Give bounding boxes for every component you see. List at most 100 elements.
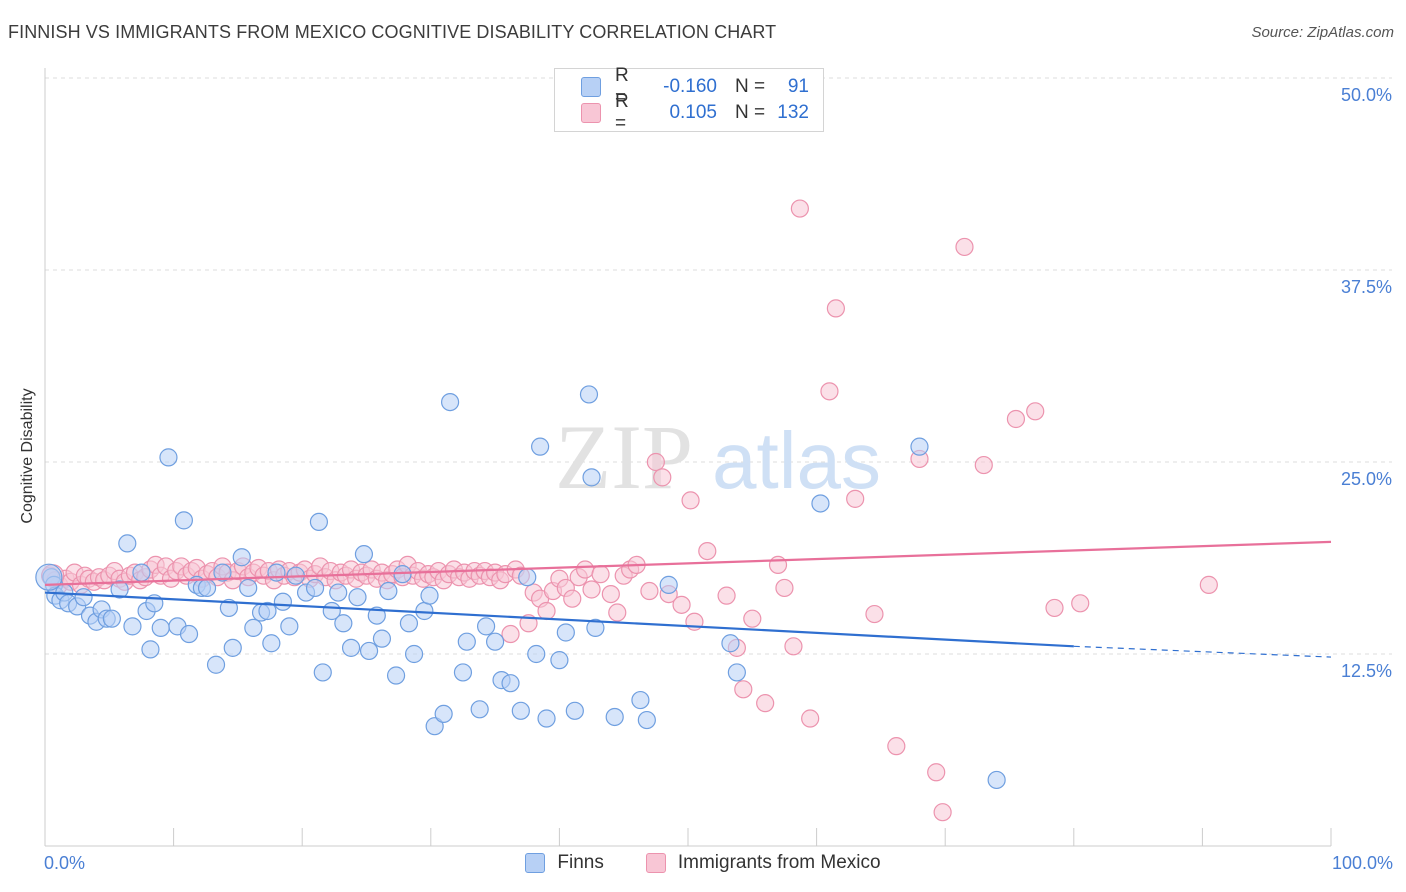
finns-point-72 <box>511 701 530 720</box>
finns-point-78 <box>556 623 575 642</box>
mexico-point-135 <box>933 803 952 822</box>
mexico-point-104 <box>591 565 610 584</box>
finns-point-90 <box>910 437 929 456</box>
finns-point-33 <box>239 578 258 598</box>
mexico-point-141 <box>1071 594 1090 613</box>
finns-point-37 <box>262 634 281 653</box>
finns-point-75 <box>531 437 550 456</box>
finns-point-29 <box>213 563 232 582</box>
finns-point-52 <box>359 641 379 661</box>
mexico-point-103 <box>582 580 601 599</box>
mexico-point-96 <box>537 601 556 621</box>
finns-point-43 <box>305 578 325 598</box>
finns-point-47 <box>329 583 348 602</box>
finns-point-30 <box>219 598 238 618</box>
mexico-point-122 <box>756 694 775 713</box>
x-tick-label-max: 100.0% <box>1332 853 1393 873</box>
legend-r-label: R = <box>615 65 629 108</box>
finns-point-56 <box>386 666 406 685</box>
mexico-point-120 <box>734 680 753 699</box>
mexico-point-136 <box>955 237 974 257</box>
legend-r-value-mexico: 0.105 <box>669 102 717 123</box>
finns-point-24 <box>179 624 199 644</box>
finns-point-origin <box>35 563 63 591</box>
finns-point-40 <box>280 617 299 636</box>
mexico-point-138 <box>1006 409 1026 429</box>
finns-point-82 <box>586 618 605 637</box>
legend-row-finns: R = -0.160 N = 91 <box>581 65 809 108</box>
finns-point-74 <box>527 644 546 664</box>
finns-point-85 <box>637 710 656 730</box>
finns-legend-swatch <box>525 853 546 873</box>
mexico-point-125 <box>784 637 803 656</box>
legend-row-mexico: R = 0.105 N = 132 <box>581 91 809 134</box>
finns-point-53 <box>367 606 386 625</box>
mexico-point-131 <box>865 604 884 624</box>
mexico-points <box>41 199 1218 822</box>
mexico-point-129 <box>826 299 845 318</box>
mexico-point-123 <box>768 555 788 575</box>
axis-layer <box>44 68 1332 847</box>
mexico-point-132 <box>887 737 906 756</box>
mexico-point-139 <box>1026 402 1045 421</box>
mexico-point-127 <box>801 709 820 728</box>
finns-point-81 <box>582 468 601 487</box>
finns-point-51 <box>354 545 374 564</box>
legend-label-finns: Finns <box>557 852 604 873</box>
finns-point-15 <box>123 617 142 636</box>
correlation-legend: R = -0.160 N = 91 R = 0.105 N = 132 <box>554 65 824 134</box>
finns-point-48 <box>334 614 353 633</box>
finns-point-7 <box>74 588 93 607</box>
finns-point-67 <box>470 700 489 719</box>
mexico-point-102 <box>576 560 595 579</box>
legend-r-label: R = <box>615 91 629 134</box>
finns-point-84 <box>631 690 650 710</box>
finns-point-55 <box>379 581 398 601</box>
finns-point-69 <box>486 632 505 651</box>
mexico-trend-line <box>44 540 1332 586</box>
finns-point-58 <box>399 614 419 633</box>
finns-point-83 <box>605 707 624 727</box>
finns-point-44 <box>309 512 329 532</box>
legend-label-mexico: Immigrants from Mexico <box>677 852 881 873</box>
mexico-swatch <box>581 103 601 123</box>
finns-point-86 <box>659 575 678 594</box>
finns-point-76 <box>537 709 556 728</box>
finns-point-28 <box>206 655 226 674</box>
finns-point-59 <box>404 644 424 664</box>
mexico-point-90 <box>501 624 520 644</box>
legend-item-mexico: Immigrants from Mexico <box>645 852 881 874</box>
finns-point-45 <box>313 663 332 682</box>
mexico-point-117 <box>698 541 717 561</box>
mexico-point-134 <box>927 763 946 782</box>
y-tick-label-3: 50.0% <box>1341 85 1392 105</box>
finns-point-34 <box>244 618 263 637</box>
x-tick-label-min: 0.0% <box>44 853 85 873</box>
series-legend: Finns Immigrants from Mexico <box>0 852 1406 874</box>
finns-point-73 <box>518 568 537 587</box>
tick-labels: 12.5% 25.0% 37.5% 50.0% 0.0% 100.0% <box>44 85 1393 873</box>
finns-point-32 <box>232 548 251 567</box>
finns-point-68 <box>476 617 496 636</box>
finns-point-12 <box>102 609 121 628</box>
finns-point-49 <box>341 638 361 657</box>
legend-n-value-finns: 91 <box>787 76 809 97</box>
finns-point-38 <box>267 563 286 582</box>
finns-point-64 <box>440 392 460 412</box>
finns-point-39 <box>273 592 293 611</box>
finns-point-88 <box>727 663 746 682</box>
finns-point-77 <box>550 651 569 670</box>
finns-point-16 <box>132 563 151 582</box>
finns-point-62 <box>425 717 444 736</box>
finns-trend-line <box>44 591 1074 648</box>
finns-point-80 <box>579 385 599 404</box>
mexico-point-130 <box>846 489 865 508</box>
mexico-point-137 <box>974 455 993 475</box>
mexico-point-100 <box>563 589 582 608</box>
finns-point-14 <box>118 534 137 553</box>
mexico-point-140 <box>1045 598 1064 618</box>
finns-point-71 <box>501 674 520 693</box>
finns-trend-extension <box>1073 645 1332 658</box>
finns-points <box>35 385 1006 790</box>
